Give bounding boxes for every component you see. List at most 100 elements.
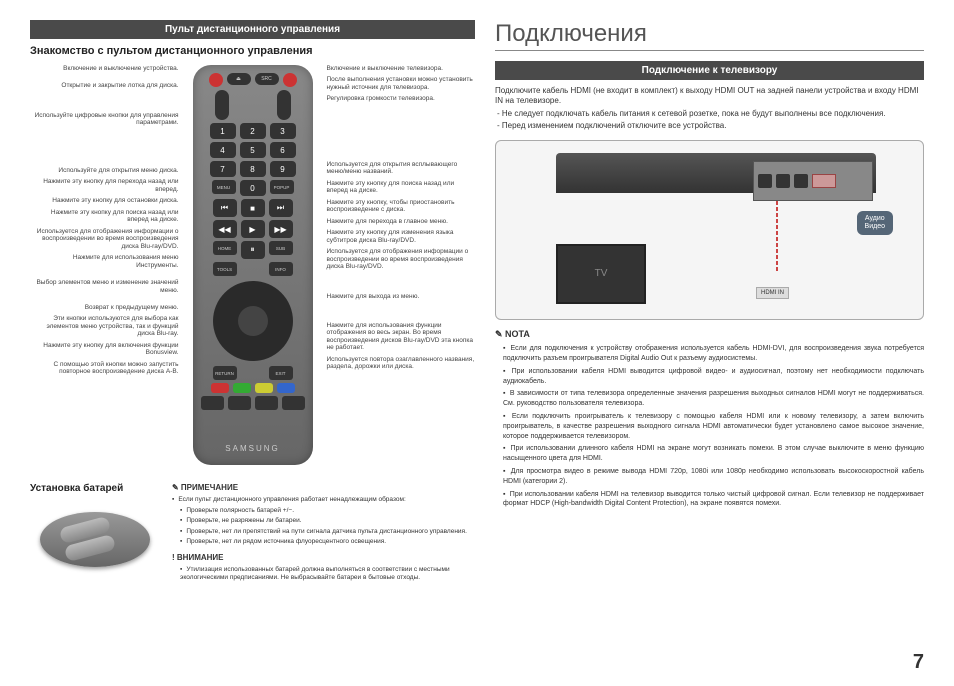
- label-left: Используйте для открытия меню диска.: [30, 167, 189, 174]
- prev-button-icon: ⏮: [213, 199, 237, 217]
- remote-diagram: Включение и выключение устройства. Откры…: [30, 65, 475, 475]
- enter-button-icon: [238, 306, 268, 336]
- caution-header: ! ВНИМАНИЕ: [172, 553, 475, 563]
- num-button: 5: [240, 142, 266, 158]
- audio-video-badge: АудиоВидео: [857, 211, 893, 236]
- note-item: Проверьте полярность батарей +/−.: [180, 507, 475, 515]
- connection-diagram: TV HDMI IN АудиоВидео: [495, 140, 924, 320]
- vol-rocker-icon: [215, 90, 229, 120]
- nota-item: В зависимости от типа телевизора определ…: [503, 389, 924, 409]
- label-left: Нажмите эту кнопку для включения функции…: [30, 342, 189, 357]
- tools-button-icon: TOOLS: [213, 262, 237, 276]
- hdmi-out-port-icon: [812, 174, 836, 188]
- note-header: ✎ ПРИМЕЧАНИЕ: [172, 483, 475, 493]
- nav-ring-icon: [213, 281, 293, 361]
- label-right: Регулировка громкости телевизора.: [317, 95, 476, 102]
- green-button-icon: [233, 383, 251, 393]
- pause-button-icon: ⏸: [241, 241, 265, 259]
- exit-button-icon: EXIT: [269, 366, 293, 380]
- label-right: Используется для отображения информации …: [317, 248, 476, 270]
- nota-header: ✎ NOTA: [495, 328, 924, 341]
- return-button-icon: RETURN: [213, 366, 237, 380]
- num-button: 4: [210, 142, 236, 158]
- label-right: Нажмите эту кнопку для изменения языка с…: [317, 229, 476, 244]
- page-number: 7: [913, 651, 924, 674]
- label-left: Используется для отображения информации …: [30, 228, 189, 250]
- full-button-icon: [228, 396, 251, 410]
- bonus-button-icon: [201, 396, 224, 410]
- battery-install-image: [30, 502, 160, 582]
- info-button-icon: INFO: [269, 262, 293, 276]
- connections-main-title: Подключения: [495, 20, 924, 51]
- label-left: Нажмите для использования меню Инструмен…: [30, 254, 189, 269]
- tv-image: TV: [556, 244, 646, 304]
- nota-item: Если подключить проигрыватель к телевизо…: [503, 412, 924, 441]
- label-right: Нажмите эту кнопку для поиска назад или …: [317, 180, 476, 195]
- popup-button-icon: POPUP: [270, 180, 294, 194]
- label-left: Возврат к предыдущему меню.: [30, 304, 189, 311]
- remote-section-header: Пульт дистанционного управления: [30, 20, 475, 39]
- note-intro: Если пульт дистанционного управления раб…: [172, 496, 475, 504]
- note-item: Проверьте, нет ли рядом источника флуоре…: [180, 538, 475, 546]
- home-button-icon: HOME: [213, 241, 237, 255]
- rear-port-panel-image: [753, 161, 873, 201]
- rew-button-icon: ◀◀: [213, 220, 237, 238]
- nota-item: Если для подключения к устройству отобра…: [503, 344, 924, 364]
- label-left: Открытие и закрытие лотка для диска.: [30, 82, 189, 89]
- label-right: Нажмите эту кнопку, чтобы приостановить …: [317, 199, 476, 214]
- tv-power-button-icon: [283, 73, 297, 87]
- num-button: 8: [240, 161, 266, 177]
- play-button-icon: ▶: [241, 220, 265, 238]
- subtitle-button-icon: SUB: [269, 241, 293, 255]
- ff-button-icon: ▶▶: [269, 220, 293, 238]
- label-right: Включение и выключение телевизора.: [317, 65, 476, 72]
- repeat-button-icon: [255, 396, 278, 410]
- nota-item: При использовании длинного кабеля HDMI н…: [503, 444, 924, 464]
- caution-text: Утилизация использованных батарей должна…: [180, 566, 475, 583]
- remote-labels-right: Включение и выключение телевизора. После…: [317, 65, 476, 475]
- label-left: Нажмите эту кнопку для поиска назад или …: [30, 209, 189, 224]
- intro-text: Подключите кабель HDMI (не входит в комп…: [495, 86, 924, 107]
- nota-item: При использовании кабеля HDMI на телевиз…: [503, 490, 924, 510]
- power-button-icon: [209, 73, 223, 87]
- label-left: Эти кнопки используются для выбора как э…: [30, 315, 189, 337]
- remote-section-title: Знакомство с пультом дистанционного упра…: [30, 45, 475, 57]
- source-button-icon: SRC: [255, 73, 279, 85]
- bullet-text: - Перед изменением подключений отключите…: [495, 121, 924, 131]
- label-left: С помощью этой кнопки можно запустить по…: [30, 361, 189, 376]
- yellow-button-icon: [255, 383, 273, 393]
- battery-section-title: Установка батарей: [30, 483, 160, 494]
- note-item: Проверьте, не разряжены ли батареи.: [180, 517, 475, 525]
- note-item: Проверьте, нет ли препятствий на пути си…: [180, 528, 475, 536]
- label-left: Нажмите эту кнопку для перехода назад ил…: [30, 178, 189, 193]
- num-button: 7: [210, 161, 236, 177]
- num-button: 2: [240, 123, 266, 139]
- red-button-icon: [211, 383, 229, 393]
- remote-control-image: ⏏ SRC 1 2 3 4 5 6: [193, 65, 313, 465]
- label-right: Используется для открытия всплывающего м…: [317, 161, 476, 176]
- tv-vol-rocker-icon: [277, 90, 291, 120]
- ab-button-icon: [282, 396, 305, 410]
- stop-button-icon: ■: [241, 199, 265, 217]
- blue-button-icon: [277, 383, 295, 393]
- disc-menu-button-icon: MENU: [212, 180, 236, 194]
- remote-labels-left: Включение и выключение устройства. Откры…: [30, 65, 189, 475]
- label-left: Включение и выключение устройства.: [30, 65, 189, 72]
- hdmi-in-label: HDMI IN: [756, 287, 789, 299]
- label-right: Нажмите для перехода в главное меню.: [317, 218, 476, 225]
- num-button: 6: [270, 142, 296, 158]
- bullet-text: - Не следует подключать кабель питания к…: [495, 109, 924, 119]
- num-button: 1: [210, 123, 236, 139]
- tv-connection-header: Подключение к телевизору: [495, 61, 924, 80]
- num-button: 3: [270, 123, 296, 139]
- next-button-icon: ⏭: [269, 199, 293, 217]
- eject-button-icon: ⏏: [227, 73, 251, 85]
- hdmi-cable-icon: [776, 201, 778, 271]
- nota-item: Для просмотра видео в режиме вывода HDMI…: [503, 467, 924, 487]
- label-right: Нажмите для выхода из меню.: [317, 293, 476, 300]
- label-right: Используется повтора озаглавленного назв…: [317, 356, 476, 371]
- num-button: 9: [270, 161, 296, 177]
- label-left: Нажмите эту кнопку для остановки диска.: [30, 197, 189, 204]
- nota-item: При использовании кабеля HDMI выводится …: [503, 367, 924, 387]
- num-button: 0: [240, 180, 266, 196]
